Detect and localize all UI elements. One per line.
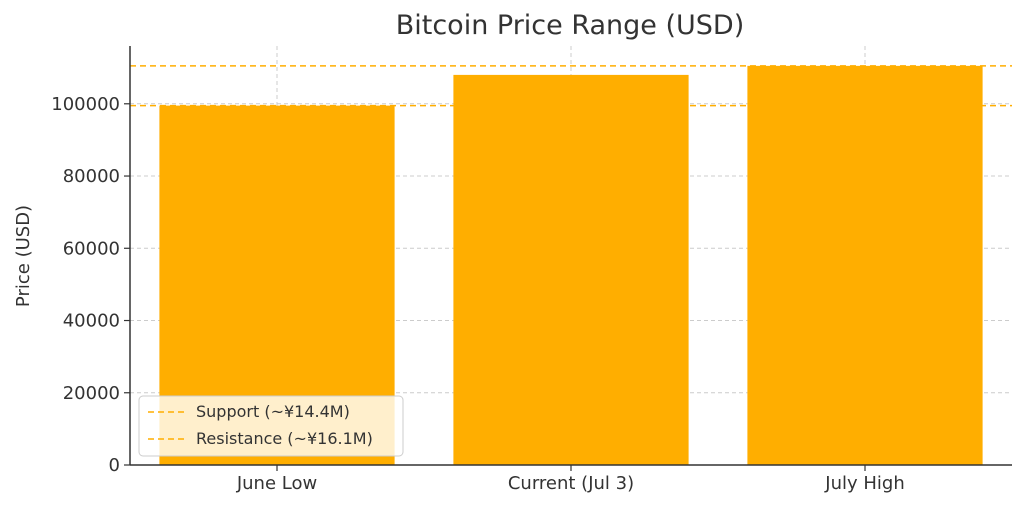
bar-2: [747, 65, 983, 465]
y-axis-label: Price (USD): [13, 205, 34, 307]
y-tick-label: 20000: [63, 383, 120, 404]
legend: Support (~¥14.4M) Resistance (~¥16.1M): [138, 395, 404, 457]
legend-label: Resistance (~¥16.1M): [196, 429, 373, 448]
y-tick-label: 80000: [63, 166, 120, 187]
x-ticks: June Low Current (Jul 3) July High: [236, 465, 905, 494]
reference-lines: [130, 65, 1012, 107]
legend-box: [138, 395, 404, 457]
y-ticks: 0 20000 40000 60000 80000 100000: [51, 94, 130, 476]
bar-1: [453, 74, 689, 466]
y-tick-label: 60000: [63, 238, 120, 259]
y-tick-label: 40000: [63, 311, 120, 332]
y-tick-label: 100000: [51, 94, 120, 115]
x-tick-label: June Low: [236, 473, 317, 494]
y-tick-label: 0: [109, 455, 120, 476]
bars: [159, 65, 983, 466]
chart-title: Bitcoin Price Range (USD): [396, 10, 745, 41]
x-tick-label: July High: [824, 473, 904, 494]
x-tick-label: Current (Jul 3): [508, 473, 634, 494]
legend-label: Support (~¥14.4M): [196, 402, 350, 421]
